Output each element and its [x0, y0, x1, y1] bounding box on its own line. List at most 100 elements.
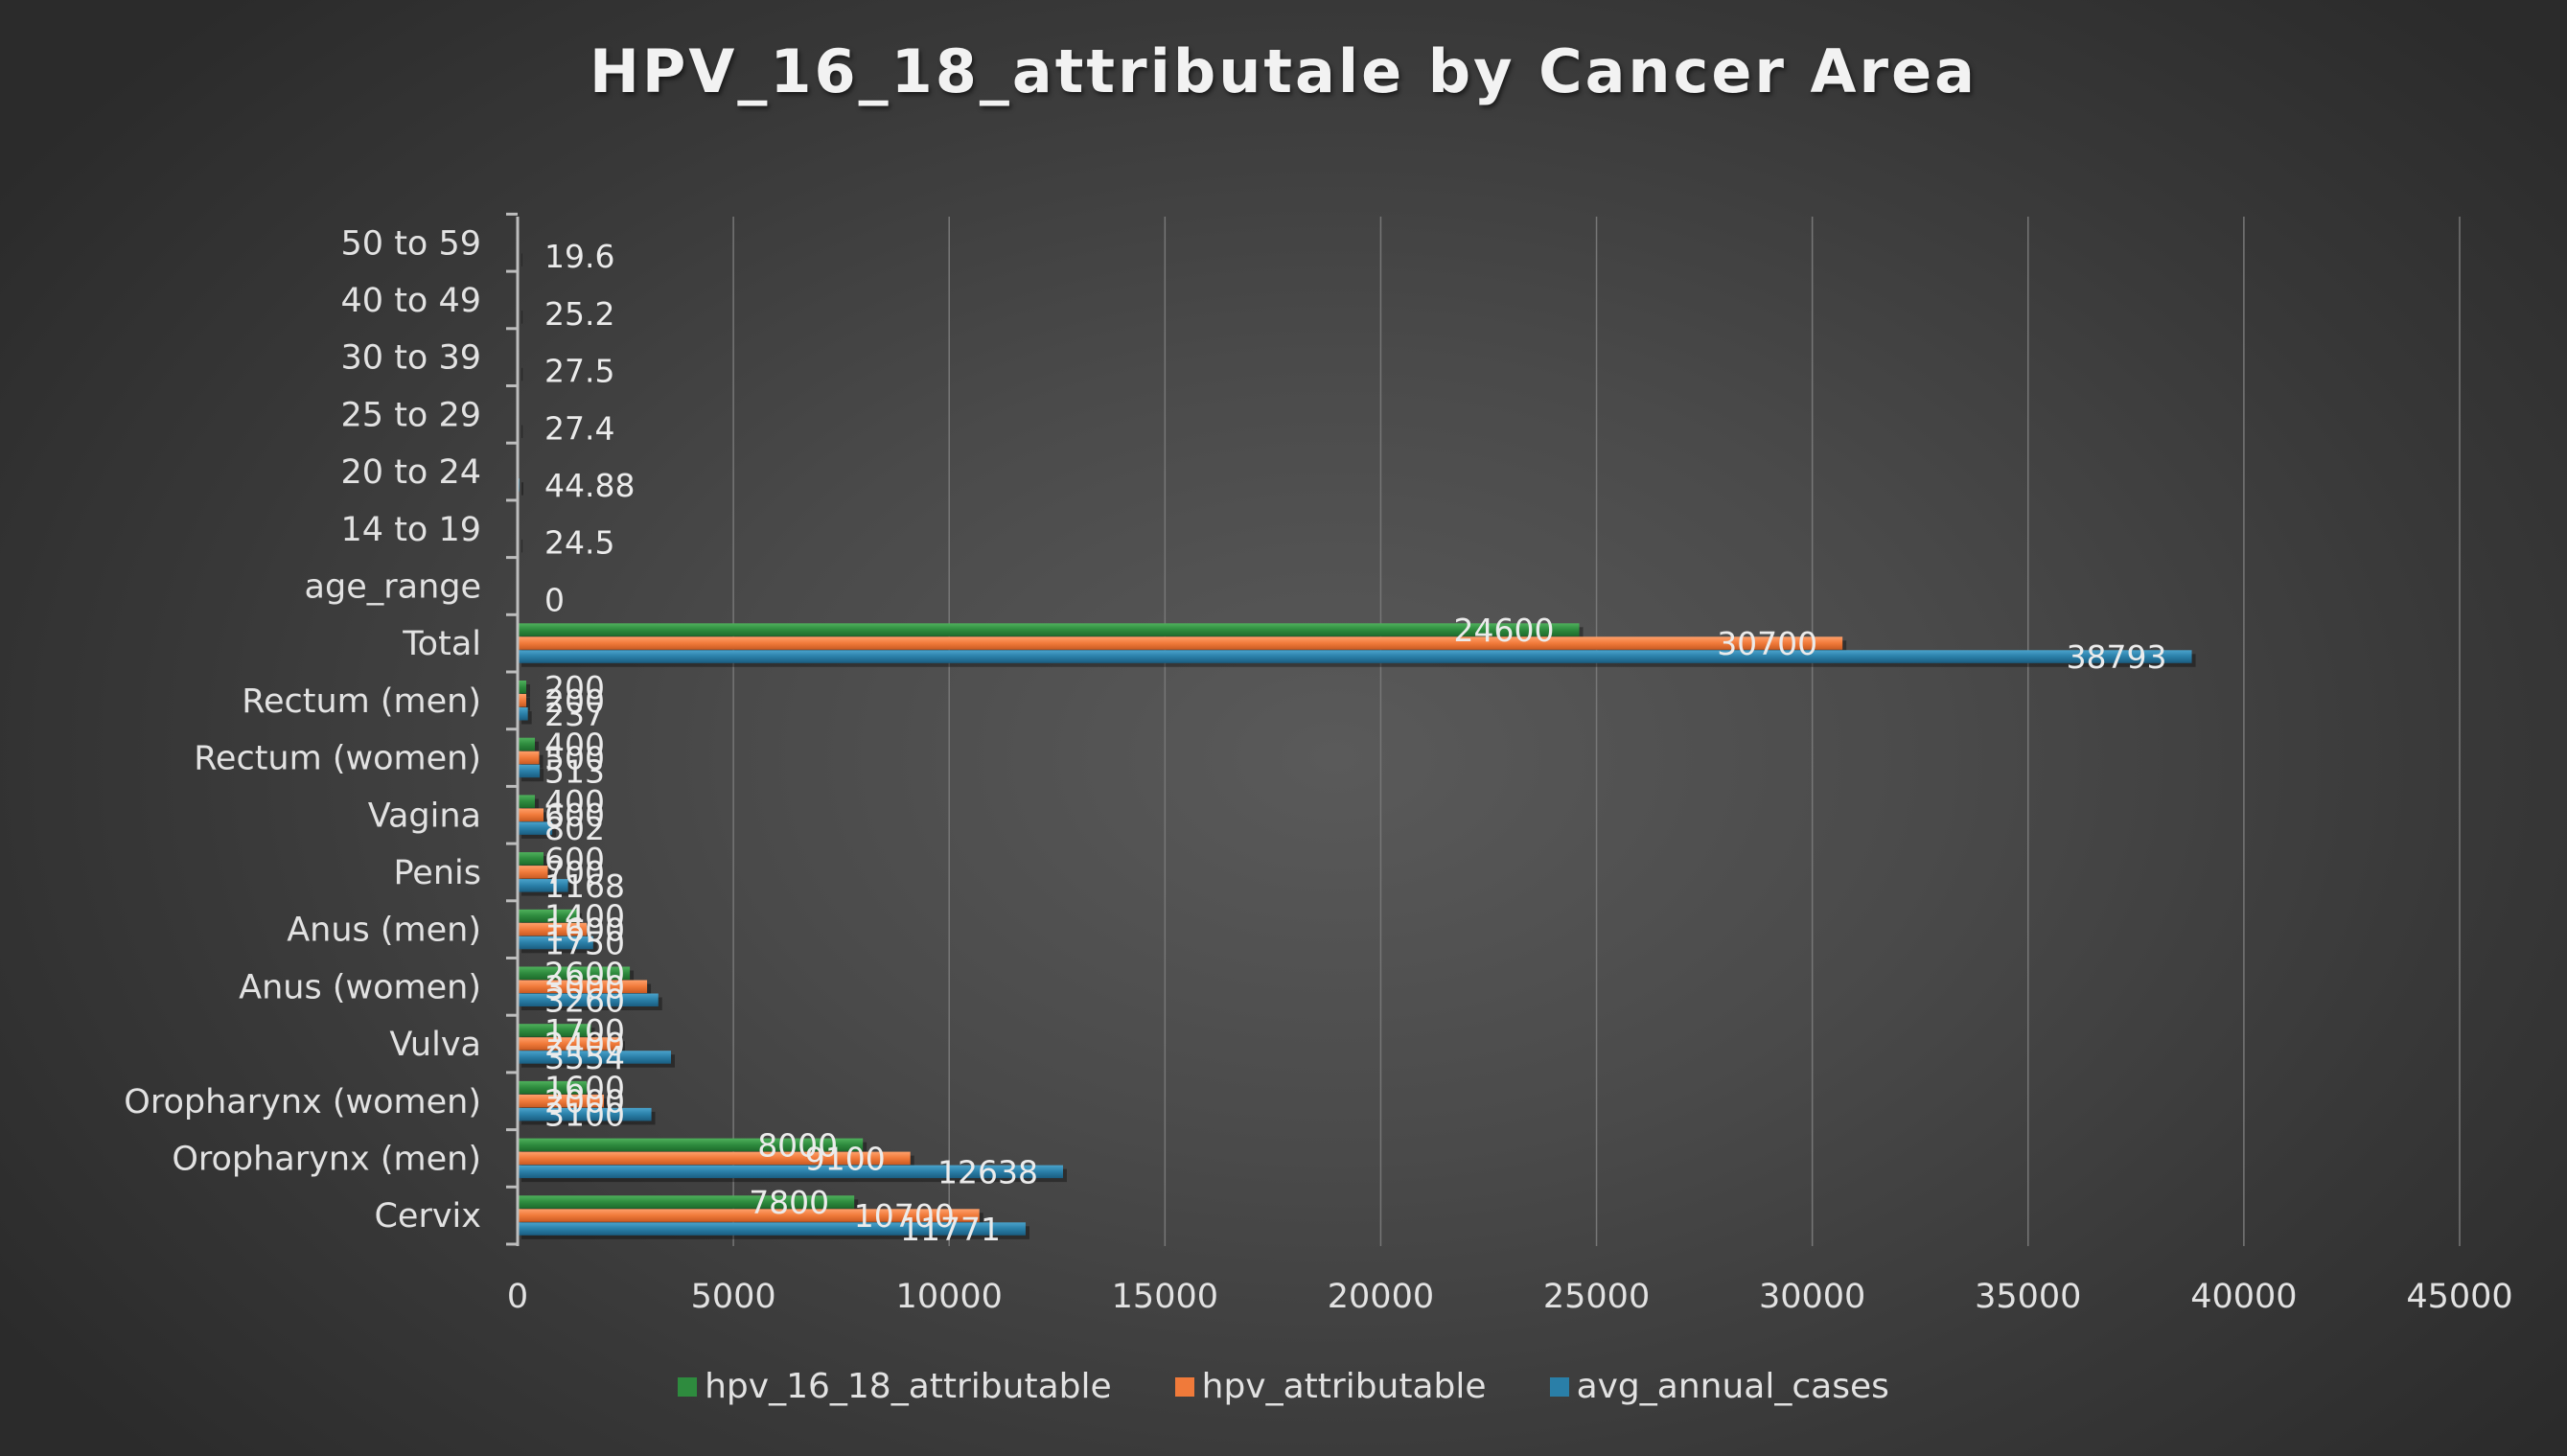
x-tick-label: 0 — [507, 1278, 528, 1316]
category-label: 40 to 49 — [341, 282, 481, 320]
data-label: 8000 — [757, 1126, 838, 1164]
bar — [518, 1080, 588, 1095]
bar — [518, 1165, 1063, 1179]
data-label: 400 — [544, 726, 605, 763]
bar — [518, 764, 541, 778]
bar — [518, 1107, 652, 1121]
data-label: 500 — [544, 739, 605, 776]
data-label: 2600 — [544, 955, 625, 992]
data-label: 7800 — [749, 1184, 829, 1221]
data-label: 27.5 — [544, 353, 614, 390]
data-label: 1600 — [544, 912, 625, 949]
data-label: 27.4 — [544, 409, 614, 447]
data-label: 24.5 — [544, 524, 614, 562]
data-label: 11771 — [900, 1211, 1001, 1248]
bar — [518, 1051, 672, 1064]
data-label: 3000 — [544, 968, 625, 1005]
category-label: Anus (men) — [287, 912, 481, 950]
x-tick-label: 10000 — [896, 1278, 1003, 1316]
data-label: 2400 — [544, 1026, 625, 1063]
data-label: 1168 — [544, 867, 625, 905]
bar — [518, 737, 536, 751]
data-label: 1700 — [544, 1012, 625, 1050]
bar — [518, 909, 579, 923]
category-label: Vulva — [389, 1026, 481, 1064]
data-label: 19.6 — [544, 238, 614, 275]
category-label: Penis — [393, 854, 481, 892]
category-label: 25 to 29 — [341, 396, 481, 434]
data-label: 1750 — [544, 925, 625, 962]
category-label: age_range — [305, 567, 481, 606]
bar — [518, 1094, 605, 1108]
bar-shadow — [521, 367, 523, 381]
bar — [518, 1151, 911, 1166]
bar — [518, 707, 528, 721]
bar-shadow — [521, 311, 523, 324]
x-tick-label: 40000 — [2190, 1278, 2297, 1316]
category-label: 50 to 59 — [341, 224, 481, 263]
data-label: 802 — [544, 810, 605, 847]
data-label: 10700 — [854, 1197, 955, 1235]
bar — [518, 1209, 980, 1222]
bar — [518, 1138, 864, 1152]
bar-shadow — [521, 482, 524, 496]
x-tick-label: 30000 — [1759, 1278, 1865, 1316]
data-label: 600 — [544, 841, 605, 878]
category-label: Oropharynx (men) — [172, 1140, 481, 1178]
data-label: 3554 — [544, 1039, 625, 1076]
bar — [518, 1037, 622, 1051]
bar — [518, 866, 548, 879]
category-label: Rectum (women) — [194, 740, 481, 778]
bar — [518, 623, 1580, 636]
category-label: Cervix — [374, 1197, 481, 1236]
bar — [518, 1195, 855, 1209]
bar — [518, 993, 659, 1006]
data-label: 1600 — [544, 1070, 625, 1107]
legend-item: avg_annual_cases — [1549, 1367, 1889, 1406]
legend-label: hpv_16_18_attributable — [705, 1367, 1112, 1406]
data-label: 2000 — [544, 1083, 625, 1121]
data-label: 0 — [544, 581, 565, 618]
bar — [518, 936, 593, 950]
data-label: 3100 — [544, 1097, 625, 1134]
data-label: 513 — [544, 752, 605, 790]
data-label: 3260 — [544, 982, 625, 1019]
data-label: 237 — [544, 696, 605, 733]
category-label: Rectum (men) — [242, 682, 481, 721]
data-label: 25.2 — [544, 295, 614, 333]
category-label: 30 to 39 — [341, 339, 481, 378]
bar — [518, 751, 540, 765]
bar — [518, 795, 536, 808]
data-label: 400 — [544, 783, 605, 820]
bar — [518, 694, 527, 707]
category-label: Anus (women) — [239, 968, 481, 1006]
data-label: 38793 — [2067, 638, 2167, 676]
bar — [518, 1024, 591, 1037]
data-label: 600 — [544, 797, 605, 834]
x-tick-label: 20000 — [1328, 1278, 1434, 1316]
data-label: 24600 — [1454, 612, 1555, 649]
bar — [518, 1222, 1026, 1236]
data-label: 700 — [544, 854, 605, 891]
legend-label: avg_annual_cases — [1576, 1367, 1889, 1406]
bar — [518, 980, 648, 993]
x-tick-label: 45000 — [2406, 1278, 2512, 1316]
chart-title: HPV_16_18_attributale by Cancer Area — [590, 36, 1977, 106]
legend: hpv_16_18_attributable hpv_attributable av… — [0, 1367, 2567, 1406]
bar — [518, 966, 631, 980]
bar — [518, 650, 2192, 663]
category-label: Vagina — [368, 797, 481, 835]
legend-item: hpv_16_18_attributable — [678, 1367, 1112, 1406]
data-label: 12638 — [937, 1153, 1038, 1190]
data-label: 44.88 — [544, 467, 635, 504]
bar — [518, 879, 568, 892]
category-label: Total — [402, 625, 481, 663]
legend-label: hpv_attributable — [1201, 1367, 1487, 1406]
bar-shadow — [521, 253, 522, 266]
category-label: 20 to 24 — [341, 453, 481, 492]
bar-shadow — [521, 539, 523, 553]
bar — [518, 808, 544, 821]
data-label: 1400 — [544, 898, 625, 936]
x-tick-label: 5000 — [691, 1278, 776, 1316]
